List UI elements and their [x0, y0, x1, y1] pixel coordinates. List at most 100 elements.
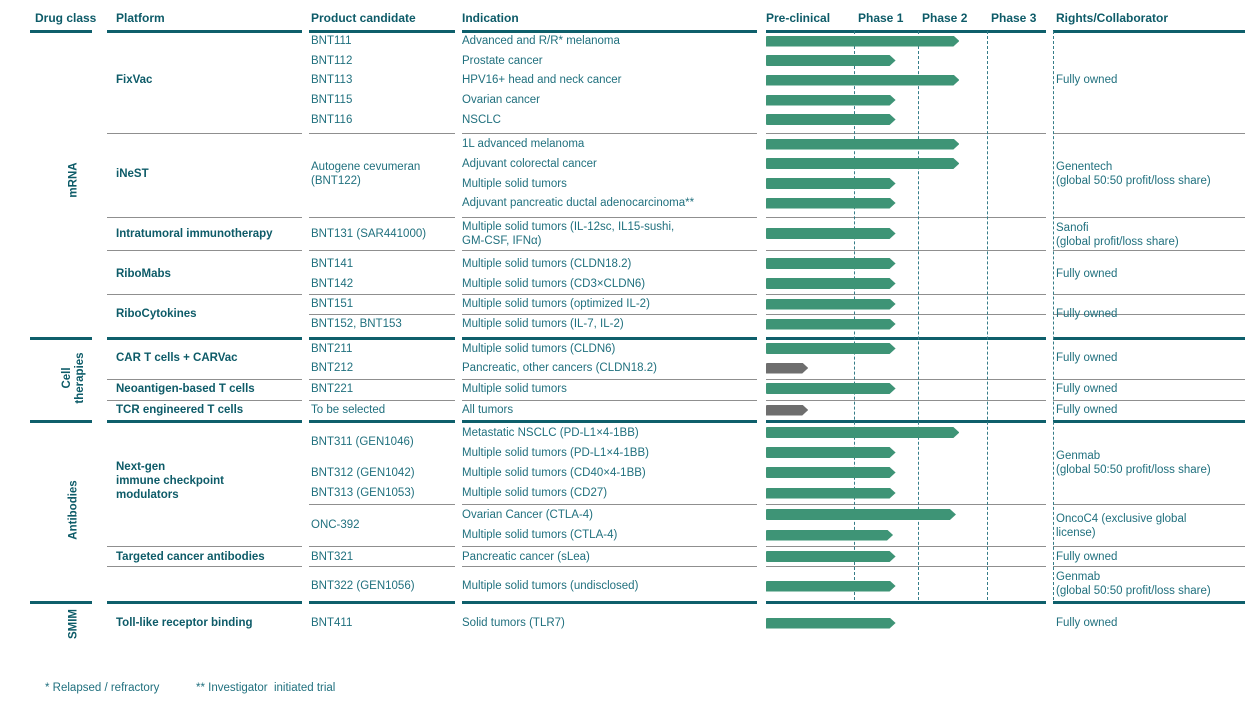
phase-bar: [766, 427, 959, 438]
phase-bar: [766, 530, 893, 541]
column-header-phase-3: Phase 3: [991, 11, 1037, 25]
section-divider-line: [462, 336, 757, 340]
section-divider-line: [309, 29, 455, 33]
phase-bar: [766, 299, 896, 310]
phase-bar: [766, 36, 959, 47]
product-label: BNT141: [311, 257, 354, 270]
phase-bar: [766, 198, 896, 209]
rights-label: Fully owned: [1056, 351, 1118, 364]
section-divider-line: [1053, 600, 1245, 604]
phase-bar: [766, 405, 808, 416]
column-header-product-candidate: Product candidate: [311, 11, 416, 25]
rights-label: OncoC4 (exclusive global license): [1056, 513, 1187, 539]
indication-label: NSCLC: [462, 113, 501, 126]
column-header-indication: Indication: [462, 11, 519, 25]
product-label: BNT113: [311, 74, 353, 86]
group-divider-line: [1053, 313, 1245, 315]
indication-label: All tumors: [462, 404, 514, 416]
section-divider-line: [766, 600, 1046, 604]
phase-bar: [766, 258, 896, 269]
group-divider-line: [462, 400, 757, 401]
rights-label: Genentech (global 50:50 profit/loss shar…: [1056, 161, 1211, 187]
group-divider-line: [766, 400, 1046, 401]
section-divider-line: [30, 600, 92, 604]
phase-gridline: [917, 31, 919, 600]
group-divider-line: [1053, 400, 1245, 401]
indication-label: Pancreatic cancer (sLea): [462, 550, 590, 563]
group-divider-line: [107, 133, 302, 134]
product-label: BNT116: [311, 113, 353, 126]
indication-label: Adjuvant pancreatic ductal adenocarcinom…: [462, 197, 695, 209]
rights-label: Fully owned: [1056, 382, 1118, 395]
group-divider-line: [462, 250, 757, 251]
group-divider-line: [1053, 566, 1245, 567]
product-label: BNT322 (GEN1056): [311, 580, 415, 592]
product-label: ONC-392: [311, 518, 360, 531]
indication-label: Multiple solid tumors (CTLA-4): [462, 529, 618, 541]
product-label: BNT313 (GEN1053): [311, 487, 415, 499]
phase-bar: [766, 114, 896, 125]
group-divider-line: [309, 503, 455, 505]
phase-bar: [766, 618, 896, 629]
phase-bar: [766, 139, 959, 150]
rights-label: Sanofi (global profit/loss share): [1056, 222, 1179, 248]
group-divider-line: [309, 313, 455, 315]
indication-label: Adjuvant colorectal cancer: [462, 157, 597, 170]
phase-bar: [766, 178, 896, 189]
phase-bar: [766, 95, 896, 106]
product-label: Autogene cevumeran (BNT122): [311, 161, 421, 187]
drug-class-label: Cell therapies: [61, 352, 86, 404]
product-label: BNT112: [311, 54, 353, 67]
group-divider-line: [107, 566, 302, 567]
section-divider-line: [766, 29, 1046, 33]
group-divider-line: [309, 133, 455, 134]
section-divider-line: [309, 600, 455, 604]
phase-bar: [766, 75, 959, 86]
phase-bar: [766, 581, 896, 592]
phase-bar: [766, 55, 896, 66]
section-divider-line: [1053, 29, 1245, 33]
indication-label: Pancreatic, other cancers (CLDN18.2): [462, 362, 657, 374]
group-divider-line: [766, 250, 1046, 251]
product-label: BNT321: [311, 550, 354, 563]
group-divider-line: [462, 313, 757, 315]
product-label: BNT152, BNT153: [311, 318, 402, 330]
platform-label: RiboMabs: [116, 267, 171, 280]
group-divider-line: [309, 546, 455, 547]
footnote-investigator-trial: ** Investigator initiated trial: [196, 682, 336, 694]
phase-gridline: [853, 31, 855, 600]
phase-bar: [766, 447, 896, 458]
phase-bar: [766, 509, 956, 520]
platform-label: Toll-like receptor binding: [116, 617, 253, 629]
product-label: BNT411: [311, 617, 353, 629]
indication-label: Multiple solid tumors (IL-7, IL-2): [462, 318, 624, 330]
group-divider-line: [1053, 250, 1245, 251]
section-divider-line: [107, 29, 302, 33]
platform-label: Neoantigen-based T cells: [116, 382, 255, 395]
section-divider-line: [107, 336, 302, 340]
indication-label: 1L advanced melanoma: [462, 138, 585, 150]
group-divider-line: [107, 217, 302, 218]
rights-label: Genmab (global 50:50 profit/loss share): [1056, 571, 1211, 597]
section-divider-line: [462, 29, 757, 33]
phase-bar: [766, 488, 896, 499]
section-divider-line: [462, 600, 757, 604]
group-divider-line: [1053, 293, 1245, 295]
group-divider-line: [766, 293, 1046, 295]
group-divider-line: [462, 379, 757, 380]
platform-label: FixVac: [116, 74, 153, 86]
group-divider-line: [309, 379, 455, 380]
group-divider-line: [462, 546, 757, 547]
phase-bar: [766, 319, 896, 330]
indication-label: Multiple solid tumors (CLDN18.2): [462, 257, 632, 270]
group-divider-line: [462, 503, 757, 505]
phase-gridline: [1052, 31, 1054, 600]
product-label: BNT211: [311, 342, 353, 355]
indication-label: Multiple solid tumors (optimized IL-2): [462, 298, 650, 310]
phase-bar: [766, 363, 808, 374]
rights-label: Genmab (global 50:50 profit/loss share): [1056, 449, 1211, 476]
drug-class-label: SMIM: [67, 608, 80, 640]
section-divider-line: [30, 29, 92, 33]
group-divider-line: [766, 313, 1046, 315]
group-divider-line: [309, 566, 455, 567]
